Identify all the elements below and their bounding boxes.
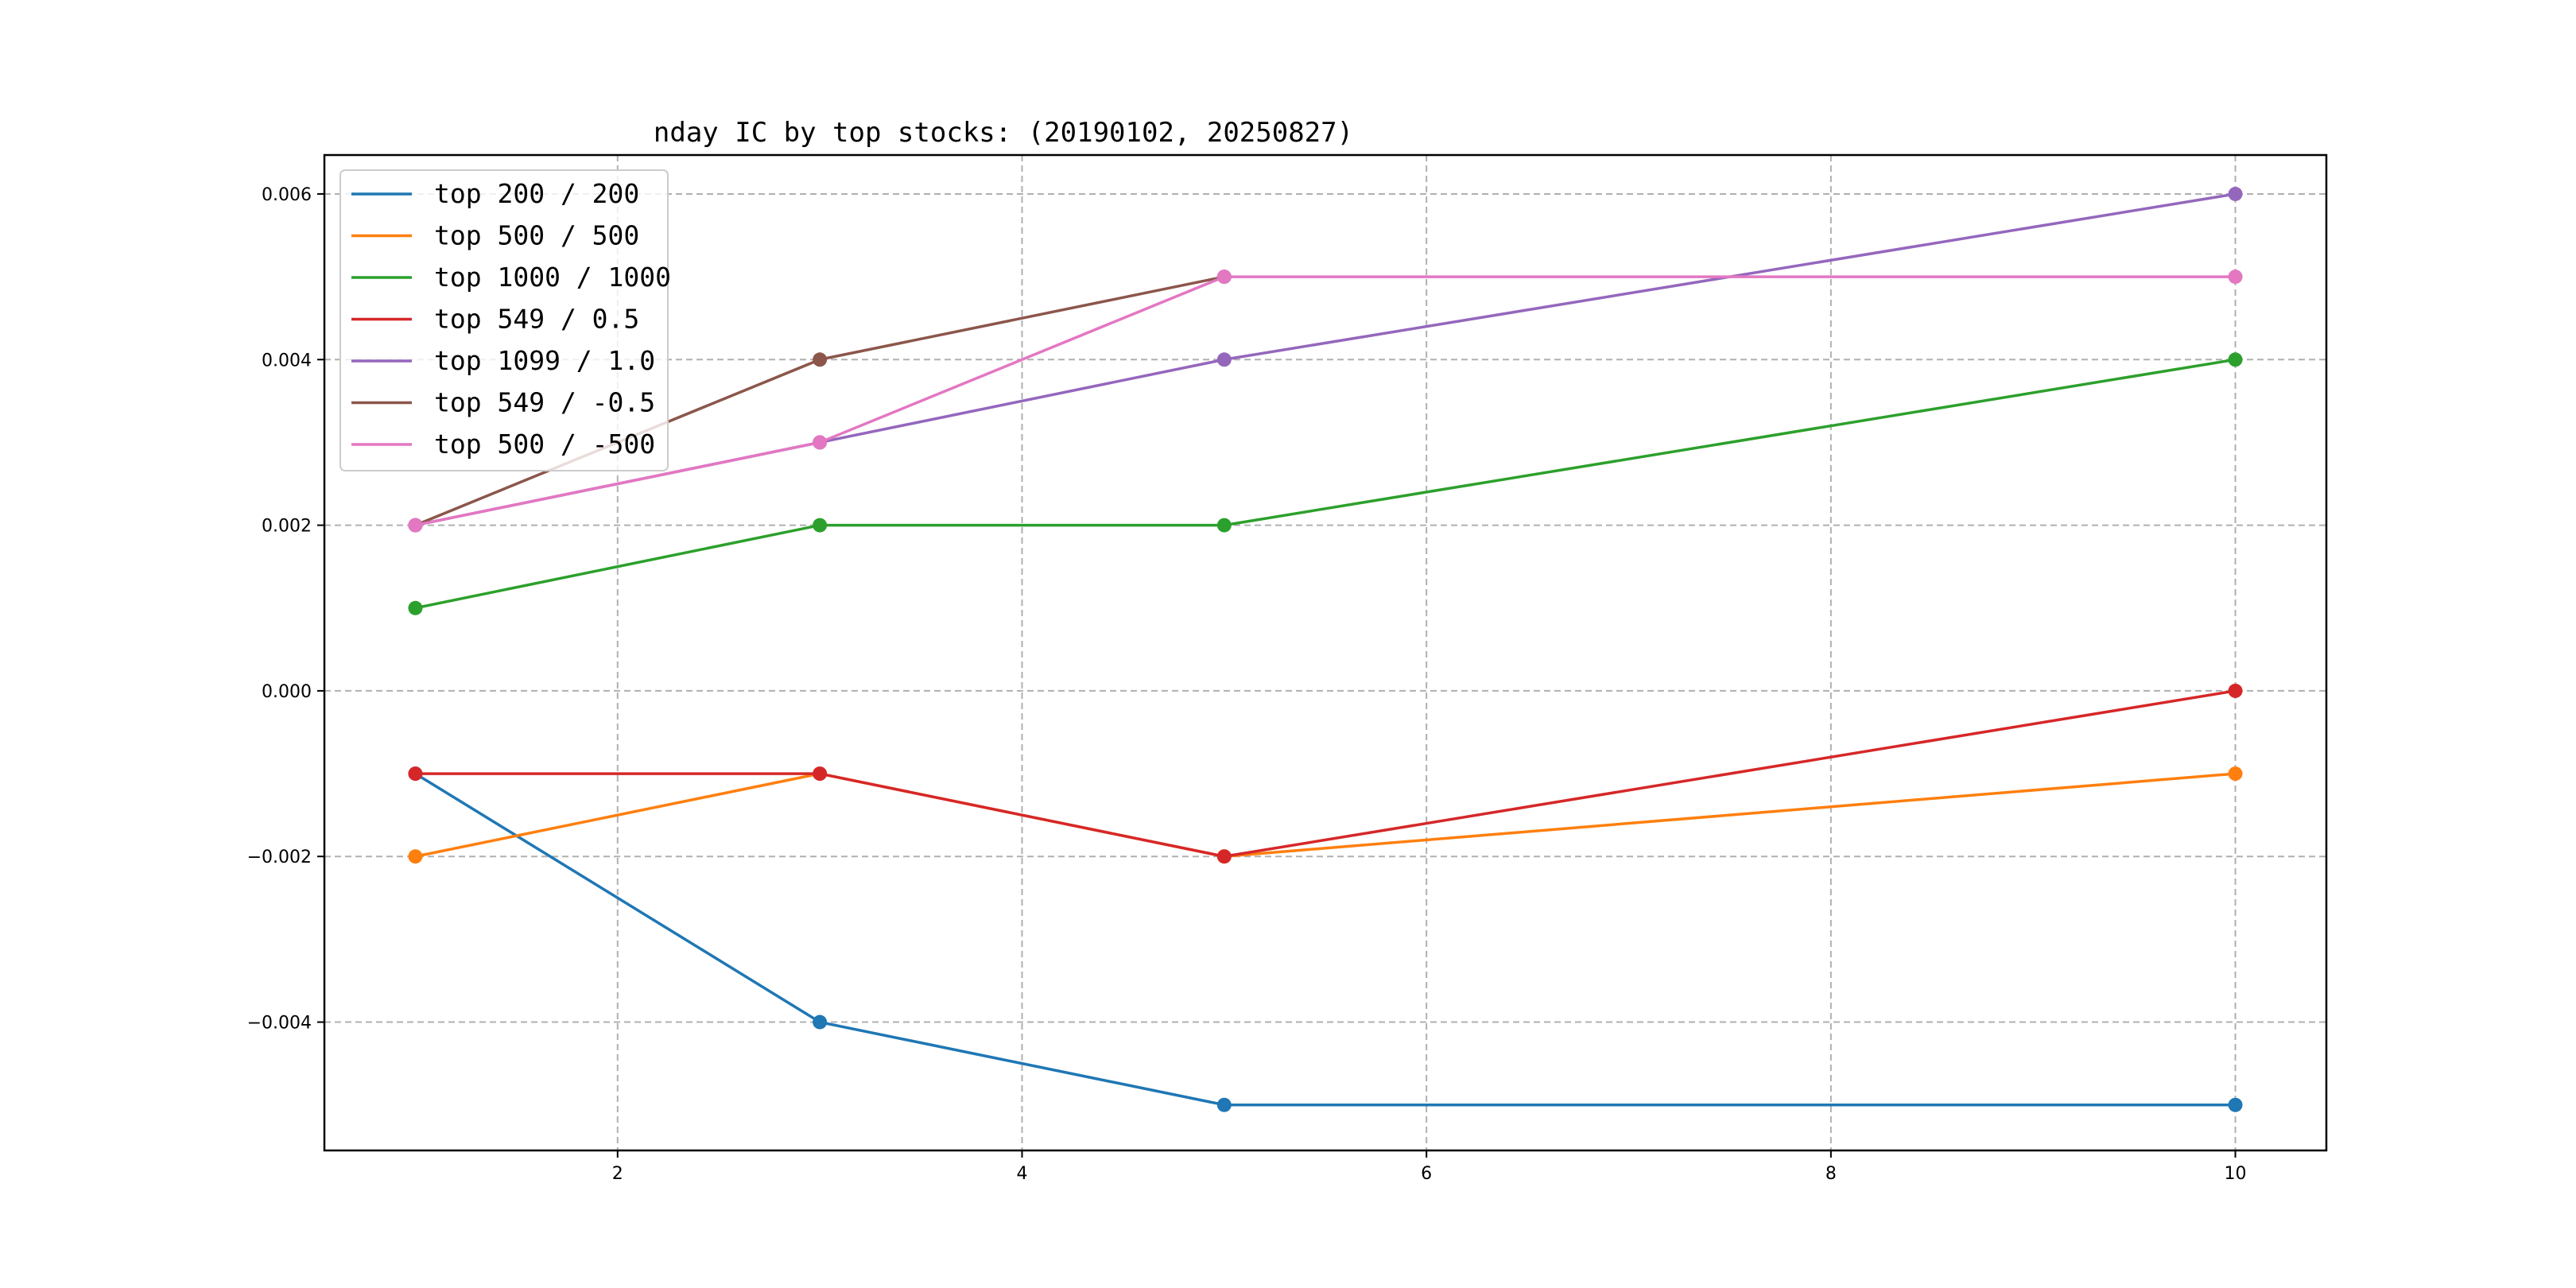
x-tick-label: 2	[612, 1164, 623, 1184]
legend-label: top 500 / 500	[434, 220, 639, 251]
y-tick-label: −0.002	[247, 848, 312, 867]
series-4	[408, 683, 2243, 864]
series-line	[414, 772, 2236, 1107]
data-point	[2228, 1097, 2243, 1112]
x-tick-label: 8	[1825, 1164, 1837, 1184]
x-tick-label: 10	[2225, 1164, 2247, 1184]
data-point	[408, 518, 423, 533]
axis-ticks: 2 4 6 8 10 −0.004 −0.002 0.000 0.002 0.004 0.006	[247, 185, 2247, 1184]
legend: top 200 / 200 top 500 / 500 top 1000 / 100…	[339, 169, 671, 471]
data-point	[1216, 518, 1232, 533]
data-point	[1216, 1097, 1232, 1112]
data-point	[408, 600, 423, 615]
series-7	[408, 270, 2243, 533]
x-tick-label: 6	[1421, 1164, 1432, 1184]
legend-label: top 1099 / 1.0	[434, 345, 655, 376]
data-point	[2228, 683, 2243, 698]
data-point	[408, 766, 423, 782]
legend-label: top 549 / -0.5	[434, 387, 655, 418]
data-point	[813, 518, 828, 533]
series-group	[408, 186, 2243, 1112]
y-tick-label: −0.004	[247, 1014, 312, 1034]
data-point	[1216, 849, 1232, 864]
legend-label: top 200 / 200	[434, 178, 639, 209]
x-tick-label: 4	[1016, 1164, 1027, 1184]
series-line	[415, 358, 2236, 610]
y-tick-label: 0.006	[262, 185, 312, 205]
series-line	[415, 689, 2236, 858]
data-point	[813, 435, 828, 450]
data-point	[2228, 186, 2243, 201]
plot-area-frame	[323, 153, 2328, 1152]
legend-label: top 500 / -500	[434, 429, 655, 460]
legend-label: top 549 / 0.5	[434, 304, 639, 335]
data-point	[813, 352, 828, 367]
y-tick-label: 0.004	[262, 351, 312, 370]
series-line	[415, 275, 2236, 527]
data-point	[1216, 352, 1232, 367]
y-tick-label: 0.002	[262, 517, 312, 537]
y-tick-label: 0.000	[262, 682, 312, 702]
data-point	[2228, 352, 2243, 367]
data-point	[2228, 270, 2243, 285]
data-point	[813, 1014, 828, 1030]
grid-lines	[324, 155, 2326, 1150]
legend-label: top 1000 / 1000	[434, 262, 671, 293]
data-point	[1216, 270, 1232, 285]
data-point	[813, 766, 828, 782]
series-3	[408, 352, 2243, 615]
data-point	[2228, 766, 2243, 782]
data-point	[408, 849, 423, 864]
chart-title: nday IC by top stocks: (20190102, 202508…	[654, 117, 1353, 149]
legend-box	[339, 169, 669, 471]
